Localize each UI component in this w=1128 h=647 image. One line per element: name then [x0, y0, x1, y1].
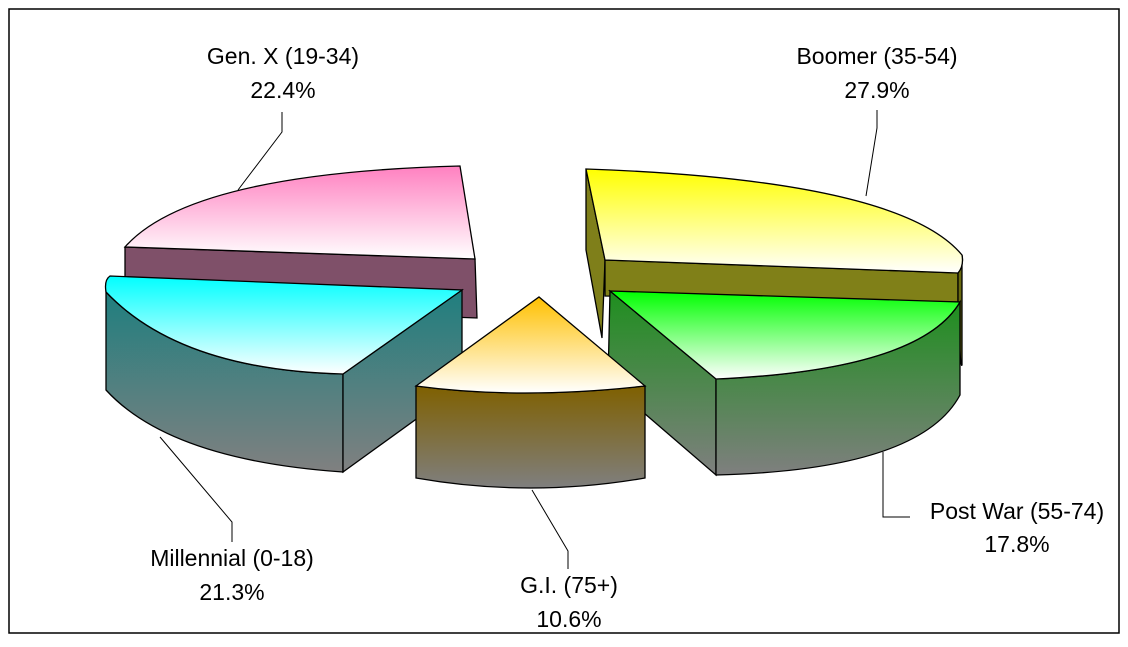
leader-line-post-war: [882, 452, 910, 518]
label-boomer-name: Boomer (35-54): [796, 43, 957, 69]
label-gi-percent: 10.6%: [536, 606, 601, 632]
slice-post-war: [607, 289, 962, 477]
label-gen-x-percent: 22.4%: [250, 77, 315, 103]
label-boomer-percent: 27.9%: [844, 77, 909, 103]
label-gi-name: G.I. (75+): [520, 572, 618, 598]
label-post-war-name: Post War (55-74): [930, 498, 1104, 524]
slice-gi: [414, 296, 647, 489]
leader-line-boomer: [865, 110, 878, 197]
label-gen-x-name: Gen. X (19-34): [207, 43, 359, 69]
leader-line-millennial: [159, 436, 233, 542]
label-millennial-name: Millennial (0-18): [150, 545, 314, 571]
label-millennial-percent: 21.3%: [199, 579, 264, 605]
label-post-war-percent: 17.8%: [984, 531, 1049, 557]
leader-lines: [159, 110, 910, 569]
leader-line-gen-x: [237, 112, 283, 191]
leader-line-gi: [531, 489, 569, 569]
slice-millennial: [104, 275, 464, 474]
slice-labels: Gen. X (19-34) 22.4% Boomer (35-54) 27.9…: [150, 43, 1104, 632]
slice-boomer: [585, 168, 964, 366]
